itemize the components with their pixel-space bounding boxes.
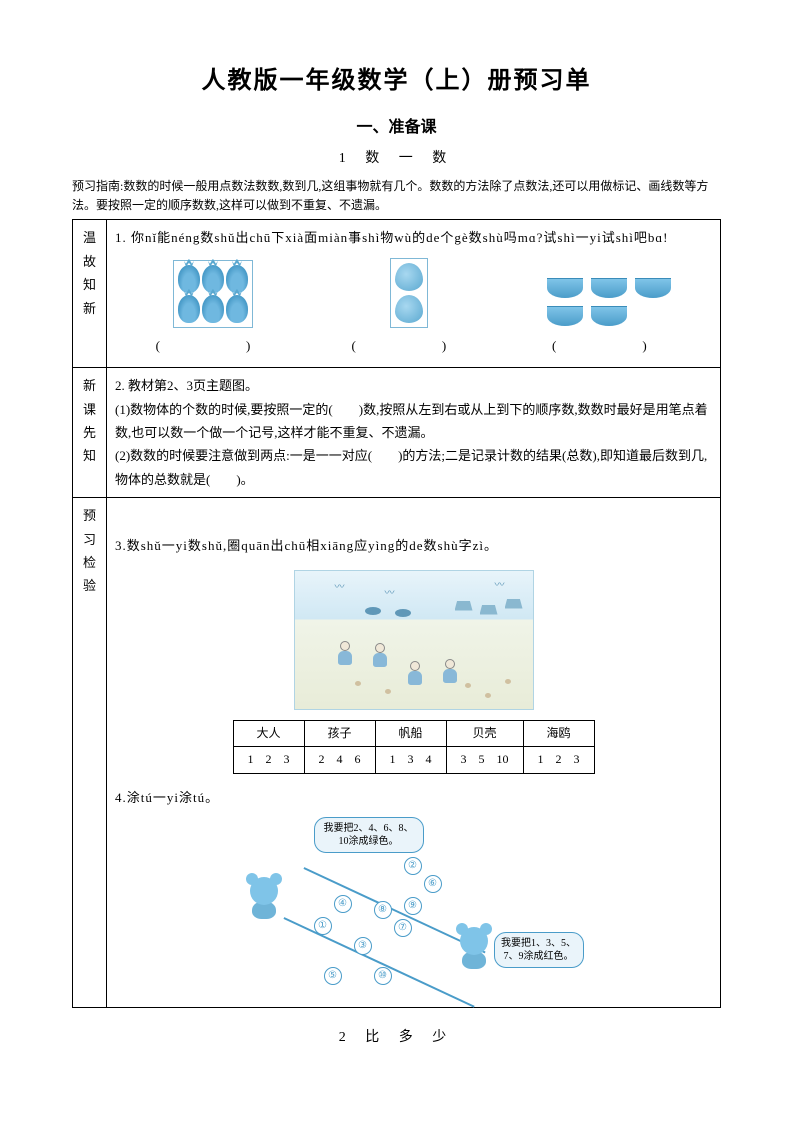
col-header: 帆船 [375,720,446,747]
boat-icon [455,601,473,611]
number-circle: ⑥ [424,875,442,893]
speech-bubble-red: 我要把1、3、5、7、9涂成红色。 [494,932,584,968]
melon-icon [547,278,583,298]
study-guide: 预习指南:数数的时候一般用点数法数数,数到几,这组事物就有几个。数数的方法除了点… [72,177,721,215]
peach-icon [395,263,423,291]
lesson-2-heading: 2 比 多 少 [72,1026,721,1046]
boat-icon [505,599,523,609]
melon-icon [547,306,583,326]
child-icon [440,659,460,685]
number-circle: ⑨ [404,897,422,915]
shell-icon [355,681,361,686]
pineapple-icon [226,295,248,323]
shell-icon [485,693,491,698]
number-circle: ② [404,857,422,875]
melon-icon [591,306,627,326]
pineapple-icon [202,295,224,323]
swimmer-icon [395,609,411,617]
number-circle: ⑤ [324,967,342,985]
col-header: 海鸥 [523,720,594,747]
bird-icon: 〰 [385,585,395,603]
child-icon [405,661,425,687]
bird-icon: 〰 [495,577,505,595]
page-title: 人教版一年级数学（上）册预习单 [72,60,721,95]
shell-icon [465,683,471,688]
child-icon [370,643,390,669]
number-circle: ① [314,917,332,935]
mouse-character-left [244,877,284,921]
pineapple-icon [226,265,248,293]
col-header: 大人 [233,720,304,747]
count-answer-table: 大人 孩子 帆船 贝壳 海鸥 123 246 134 3510 123 [233,720,595,774]
child-icon [335,641,355,667]
mouse-character-right [454,927,494,971]
answer-blank: ( ) [552,334,667,357]
number-circle: ③ [354,937,372,955]
boat-icon [480,605,498,615]
table-header-row: 大人 孩子 帆船 贝壳 海鸥 [233,720,594,747]
answer-blank: ( ) [156,334,271,357]
answer-blank: ( ) [352,334,467,357]
question-1-text: 1. 你nǐ能néng数shǔ出chū下xià面miàn事shì物wù的de个g… [115,226,712,249]
beach-scene-image: 〰 〰 〰 [294,570,534,710]
bird-icon: 〰 [335,579,345,597]
peach-group: ( ) [352,258,467,357]
pineapple-icon [178,295,200,323]
worksheet-table: 温故知新 1. 你nǐ能néng数shǔ出chū下xià面miàn事shì物wù… [72,219,721,1008]
section-1-label: 温故知新 [73,220,107,368]
pineapple-group: ( ) [156,260,271,357]
melon-group: ( ) [547,278,671,357]
number-circle: ⑩ [374,967,392,985]
q2-line1: 2. 教材第2、3页主题图。 [115,374,712,397]
col-header: 孩子 [304,720,375,747]
question-4-text: 4.涂tú一yi涂tú。 [115,786,712,809]
number-circle: ④ [334,895,352,913]
section-3-label: 预习检验 [73,498,107,1008]
path-line [283,917,474,1007]
q2-line3: (2)数数的时候要注意做到两点:一是一一对应( )的方法;二是记录计数的结果(总… [115,444,712,491]
count-images-row: ( ) ( ) ( ) [115,258,712,357]
coloring-scene: 我要把2、4、6、8、10涂成绿色。 ① ② ③ ④ ⑤ ⑥ ⑦ ⑧ ⑨ ⑩ 我… [244,817,584,997]
peach-icon [395,295,423,323]
melon-icon [635,278,671,298]
q2-line2: (1)数物体的个数的时候,要按照一定的( )数,按照从左到右或从上到下的顺序数,… [115,398,712,445]
section-3-content: 3.数shǔ一yi数shǔ,圈quān出chū相xiāng应yìng的de数sh… [107,498,721,1008]
number-circle: ⑦ [394,919,412,937]
shell-icon [505,679,511,684]
shell-icon [385,689,391,694]
subtitle: 一、准备课 [72,113,721,137]
question-3-text: 3.数shǔ一yi数shǔ,圈quān出chū相xiāng应yìng的de数sh… [115,534,712,557]
speech-bubble-green: 我要把2、4、6、8、10涂成绿色。 [314,817,424,853]
table-row: 123 246 134 3510 123 [233,747,594,774]
lesson-1-heading: 1 数 一 数 [72,147,721,167]
section-2-content: 2. 教材第2、3页主题图。 (1)数物体的个数的时候,要按照一定的( )数,按… [107,368,721,498]
melon-icon [591,278,627,298]
section-1-content: 1. 你nǐ能néng数shǔ出chū下xià面miàn事shì物wù的de个g… [107,220,721,368]
col-header: 贝壳 [446,720,523,747]
pineapple-icon [202,265,224,293]
number-circle: ⑧ [374,901,392,919]
section-2-label: 新课先知 [73,368,107,498]
pineapple-icon [178,265,200,293]
swimmer-icon [365,607,381,615]
